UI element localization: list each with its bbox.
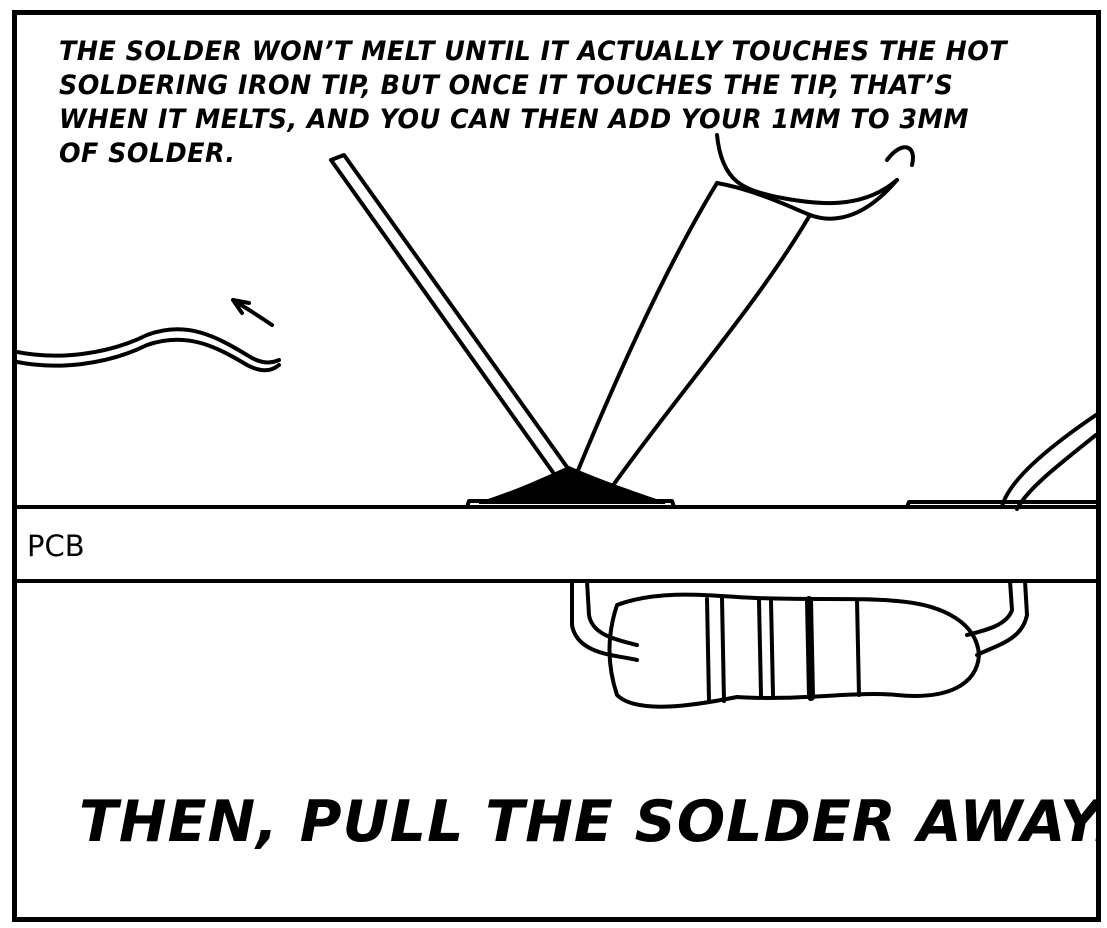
- soldering-iron-left-edge: [570, 181, 719, 487]
- resistor-band-5: [805, 596, 815, 701]
- soldering-iron-handle-ring: [715, 178, 899, 221]
- soldering-iron-right-edge: [607, 213, 812, 493]
- solder-wire: [329, 153, 579, 487]
- bottom-caption: THEN, PULL THE SOLDER AWAY.: [79, 789, 1101, 855]
- resistor-lead-left-2: [585, 579, 639, 647]
- comic-panel: THE SOLDER WON’T MELT UNTIL IT ACTUALLY …: [12, 10, 1101, 922]
- resistor-band-6: [855, 598, 861, 697]
- solder-scrap-edge: [17, 337, 281, 373]
- component-lead-right-2: [1015, 433, 1096, 511]
- soldering-iron-cable: [885, 145, 915, 167]
- resistor-band-1: [705, 597, 711, 703]
- caption-text: THE SOLDER WON’T MELT UNTIL IT ACTUALLY …: [59, 36, 1008, 169]
- solder-scrap: [17, 327, 281, 365]
- resistor-band-3: [757, 599, 763, 697]
- motion-arrow: [231, 298, 274, 327]
- soldering-iron-handle-top: [715, 133, 899, 206]
- resistor-lead-right: [975, 579, 1029, 657]
- illustration: [17, 133, 1096, 709]
- solder-joint: [478, 465, 666, 504]
- pcb-label: PCB: [27, 529, 85, 563]
- resistor-lead-left: [570, 579, 639, 662]
- resistor-lead-right-2: [965, 579, 1014, 637]
- resistor-band-4: [769, 599, 775, 697]
- resistor-band-2: [720, 597, 726, 703]
- component-lead-right: [1000, 413, 1096, 509]
- pad-right: [905, 500, 1096, 509]
- resistor-body: [607, 592, 981, 709]
